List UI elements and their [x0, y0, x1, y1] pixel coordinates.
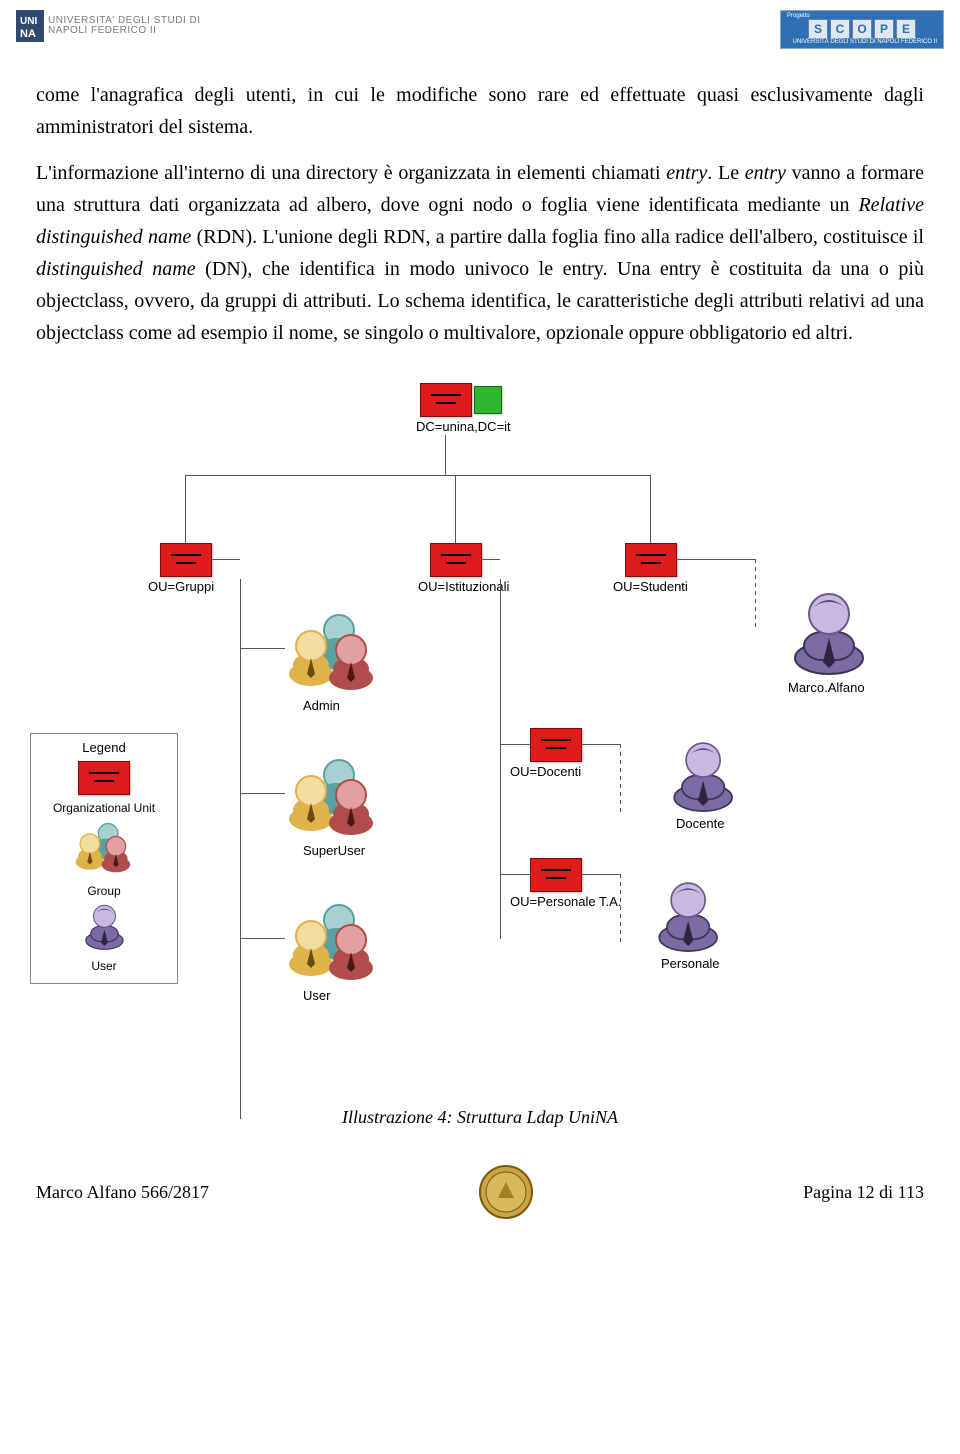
group-icon [285, 753, 381, 839]
scope-letter: E [896, 19, 916, 39]
connector-line [675, 559, 755, 560]
user-icon [670, 738, 736, 813]
legend-group-icon [73, 819, 135, 875]
user-icon [655, 878, 721, 953]
connector-line [580, 744, 620, 745]
ldap-tree-diagram: Legend Organizational Unit Group User DC… [30, 383, 910, 1103]
connector-line [500, 579, 501, 939]
connector-line [240, 793, 285, 794]
svg-text:UNI: UNI [20, 16, 37, 27]
connector-line [620, 874, 621, 944]
group-icon [285, 608, 381, 694]
diagram-label: DC=unina,DC=it [416, 419, 511, 434]
connector-line [620, 744, 621, 814]
connector-line [755, 559, 756, 629]
ou-node-icon [430, 543, 482, 577]
paragraph-2: L'informazione all'interno di una direct… [36, 157, 924, 349]
scope-letter: S [808, 19, 828, 39]
diagram-label: OU=Personale T.A. [510, 894, 621, 909]
ou-node-icon [530, 858, 582, 892]
diagram-label: Marco.Alfano [788, 680, 865, 695]
connector-line [210, 559, 240, 560]
scope-letter: O [852, 19, 872, 39]
legend-user-icon [83, 902, 126, 950]
diagram-label: Personale [661, 956, 720, 971]
diagram-label: OU=Gruppi [148, 579, 214, 594]
diagram-label: OU=Studenti [613, 579, 688, 594]
root-green-icon [474, 386, 502, 414]
scope-logo-right: Progetto S C O P E UNIVERSITÀ DEGLI STUD… [780, 10, 944, 49]
footer-author: Marco Alfano 566/2817 [36, 1182, 209, 1203]
legend-ou-icon [78, 761, 130, 795]
diagram-label: SuperUser [303, 843, 365, 858]
legend-title: Legend [35, 740, 173, 755]
university-seal-icon [478, 1164, 534, 1220]
ou-node-icon [160, 543, 212, 577]
diagram-legend: Legend Organizational Unit Group User [30, 733, 178, 984]
diagram-label: Docente [676, 816, 724, 831]
scope-letter: C [830, 19, 850, 39]
scope-subtitle: UNIVERSITÀ DEGLI STUDI DI NAPOLI FEDERIC… [793, 39, 937, 45]
connector-line [185, 475, 186, 543]
diagram-label: Admin [303, 698, 340, 713]
ou-node-icon [420, 383, 472, 417]
footer-page-number: Pagina 12 di 113 [803, 1182, 924, 1203]
user-icon [790, 588, 868, 676]
unina-shield-icon: UNI NA [16, 10, 44, 42]
body-text: come l'anagrafica degli utenti, in cui l… [0, 55, 960, 373]
connector-line [650, 475, 651, 543]
connector-line [500, 874, 530, 875]
diagram-label: User [303, 988, 330, 1003]
connector-line [455, 475, 456, 543]
scope-letters: S C O P E [808, 19, 916, 39]
connector-line [185, 475, 650, 476]
diagram-label: OU=Docenti [510, 764, 581, 779]
diagram-label: OU=Istituzionali [418, 579, 509, 594]
ou-node-icon [530, 728, 582, 762]
legend-group-label: Group [35, 884, 173, 898]
connector-line [240, 648, 285, 649]
legend-ou-label: Organizational Unit [35, 801, 173, 815]
uni-line2: NAPOLI FEDERICO II [48, 26, 201, 37]
scope-top-label: Progetto [787, 13, 810, 19]
ldap-diagram-wrap: Legend Organizational Unit Group User DC… [0, 373, 960, 1134]
diagram-caption: Illustrazione 4: Struttura Ldap UniNA [30, 1107, 930, 1128]
svg-text:NA: NA [20, 28, 36, 40]
connector-line [445, 435, 446, 475]
page-header: UNI NA UNIVERSITA' DEGLI STUDI DI NAPOLI… [0, 0, 960, 55]
page-footer: Marco Alfano 566/2817 Pagina 12 di 113 [0, 1134, 960, 1238]
connector-line [240, 579, 241, 1119]
connector-line [500, 744, 530, 745]
legend-user-label: User [35, 959, 173, 973]
connector-line [580, 874, 620, 875]
connector-line [240, 938, 285, 939]
connector-line [480, 559, 500, 560]
paragraph-1: come l'anagrafica degli utenti, in cui l… [36, 79, 924, 143]
group-icon [285, 898, 381, 984]
ou-node-icon [625, 543, 677, 577]
university-logo-left: UNI NA UNIVERSITA' DEGLI STUDI DI NAPOLI… [16, 10, 201, 42]
scope-letter: P [874, 19, 894, 39]
